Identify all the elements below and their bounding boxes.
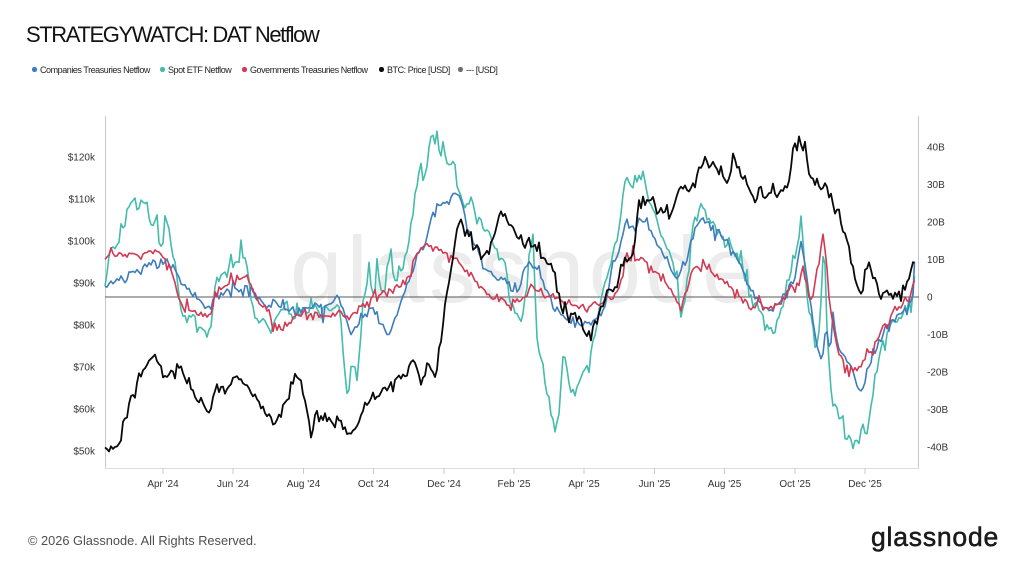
svg-text:-20B: -20B <box>927 368 948 379</box>
svg-text:20B: 20B <box>927 218 945 229</box>
svg-text:$50k: $50k <box>73 447 96 458</box>
svg-text:30B: 30B <box>927 180 945 191</box>
svg-text:$100k: $100k <box>68 237 96 248</box>
svg-text:Apr '25: Apr '25 <box>568 479 600 490</box>
svg-text:0: 0 <box>927 293 933 304</box>
svg-text:Oct '25: Oct '25 <box>779 479 811 490</box>
svg-text:Dec '25: Dec '25 <box>848 479 882 490</box>
svg-text:$80k: $80k <box>73 321 96 332</box>
svg-text:Apr '24: Apr '24 <box>147 479 179 490</box>
svg-text:$60k: $60k <box>73 405 96 416</box>
svg-text:Aug '25: Aug '25 <box>708 479 742 490</box>
svg-text:Jun '24: Jun '24 <box>217 479 249 490</box>
svg-text:10B: 10B <box>927 255 945 266</box>
svg-text:-10B: -10B <box>927 330 948 341</box>
svg-text:-30B: -30B <box>927 405 948 416</box>
svg-text:-40B: -40B <box>927 443 948 454</box>
svg-text:Oct '24: Oct '24 <box>358 479 390 490</box>
svg-text:Aug '24: Aug '24 <box>287 479 321 490</box>
svg-text:$110k: $110k <box>68 195 96 206</box>
svg-text:$120k: $120k <box>68 153 96 164</box>
svg-text:Feb '25: Feb '25 <box>497 479 530 490</box>
svg-text:$70k: $70k <box>73 363 96 374</box>
svg-text:$90k: $90k <box>73 279 96 290</box>
svg-text:Dec '24: Dec '24 <box>427 479 461 490</box>
svg-text:Jun '25: Jun '25 <box>639 479 671 490</box>
svg-text:40B: 40B <box>927 143 945 154</box>
